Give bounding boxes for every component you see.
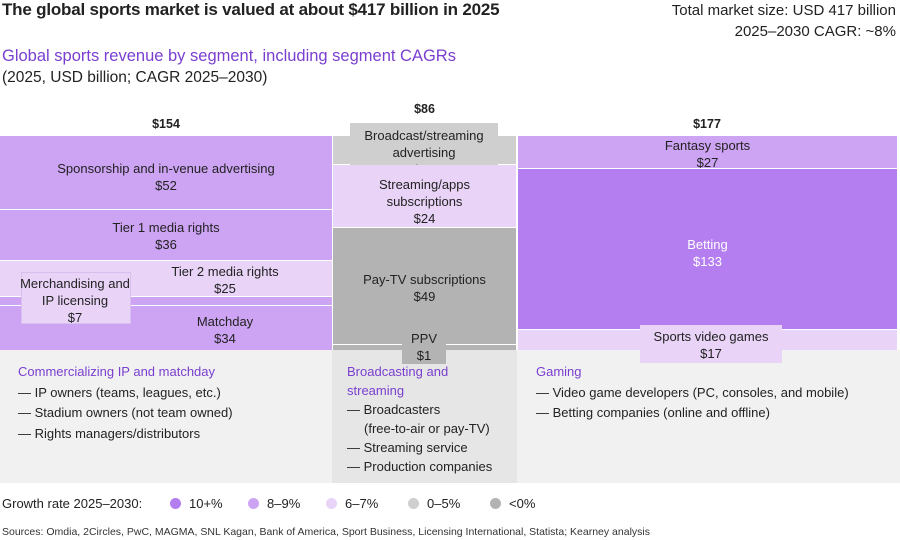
total-market-summary: Total market size: USD 417 billion 2025–… xyxy=(672,0,896,42)
group-item: (free-to-air or pay-TV) xyxy=(364,421,490,436)
legend-item-10plus: 10+% xyxy=(170,496,223,511)
callout-ppv xyxy=(402,330,446,364)
legend-swatch xyxy=(490,498,501,509)
segment-label-merchandising: Merchandising and IP licensing $7 xyxy=(20,276,130,325)
segment-fantasy-sports xyxy=(518,136,897,168)
total-market-size: Total market size: USD 417 billion xyxy=(671,2,896,19)
legend-item-0to5: 0–5% xyxy=(408,496,460,511)
group-title: Gaming xyxy=(536,364,582,379)
segment-betting xyxy=(518,169,897,329)
sources-note: Sources: Omdia, 2Circles, PwC, MAGMA, SN… xyxy=(2,526,650,538)
legend-swatch xyxy=(326,498,337,509)
group-gaming: Gaming — Video game developers (PC, cons… xyxy=(536,362,896,424)
segment-sponsorship xyxy=(0,136,332,209)
legend-item-8to9: 8–9% xyxy=(248,496,300,511)
callout-merchandising xyxy=(21,272,131,324)
broadcasting-group-band xyxy=(332,350,517,483)
chart-subtitle: Global sports revenue by segment, includ… xyxy=(2,47,456,65)
group-ip-matchday: Commercializing IP and matchday — IP own… xyxy=(18,362,318,444)
legend-swatch xyxy=(170,498,181,509)
group-title: Broadcasting and xyxy=(347,364,449,379)
group-item: — Streaming service xyxy=(347,440,468,455)
group-item: — Rights managers/distributors xyxy=(18,425,201,441)
segment-label-streaming-subscriptions: Streaming/apps subscriptions $24 xyxy=(378,177,471,226)
segment-label-ppv: PPV $1 xyxy=(410,331,437,363)
legend-label: Growth rate 2025–2030: xyxy=(2,496,143,511)
segment-label-fantasy-sports: Fantasy sports $27 xyxy=(664,138,751,170)
segment-label-tier1: Tier 1 media rights $36 xyxy=(112,220,220,252)
legend-swatch xyxy=(408,498,419,509)
group-broadcasting: Broadcasting and streaming — Broadcaster… xyxy=(347,362,515,476)
segment-pay-tv xyxy=(333,228,516,344)
group-title: streaming xyxy=(347,383,405,398)
segment-label-betting: Betting $133 xyxy=(687,237,728,269)
group-item: — Production companies xyxy=(347,459,493,474)
group-item: — Betting companies (online and offline) xyxy=(536,405,770,420)
group-item: — IP owners (teams, leagues, etc.) xyxy=(18,384,221,400)
group-title: Commercializing IP and matchday xyxy=(18,364,216,379)
segment-label-sports-video-games: Sports video games $17 xyxy=(653,329,769,361)
legend-item-negative: <0% xyxy=(490,496,535,511)
legend-item-6to7: 6–7% xyxy=(326,496,378,511)
legend-swatch xyxy=(248,498,259,509)
segment-tier1-media-rights xyxy=(0,210,332,260)
column-total-ip: $154 xyxy=(152,117,180,131)
segment-streaming-subscriptions xyxy=(333,165,516,227)
callout-sports-video-games xyxy=(640,325,782,363)
column-total-broadcasting: $86 xyxy=(414,102,435,116)
segment-merchandising xyxy=(0,297,332,305)
total-market-cagr: 2025–2030 CAGR: ~8% xyxy=(734,23,896,40)
segment-label-matchday: Matchday $34 xyxy=(196,314,254,346)
group-item: — Video game developers (PC, consoles, a… xyxy=(536,384,849,400)
chart-title: The global sports market is valued at ab… xyxy=(2,0,500,19)
chart-units: (2025, USD billion; CAGR 2025–2030) xyxy=(2,69,268,86)
segment-label-pay-tv: Pay-TV subscriptions $49 xyxy=(363,272,486,304)
column-total-gaming: $177 xyxy=(693,117,721,131)
segment-label-sponsorship: Sponsorship and in-venue advertising $52 xyxy=(57,161,275,193)
group-item: — Stadium owners (not team owned) xyxy=(18,405,233,420)
group-item: — Broadcasters xyxy=(347,402,441,417)
segment-label-tier2: Tier 2 media rights $25 xyxy=(171,264,279,296)
